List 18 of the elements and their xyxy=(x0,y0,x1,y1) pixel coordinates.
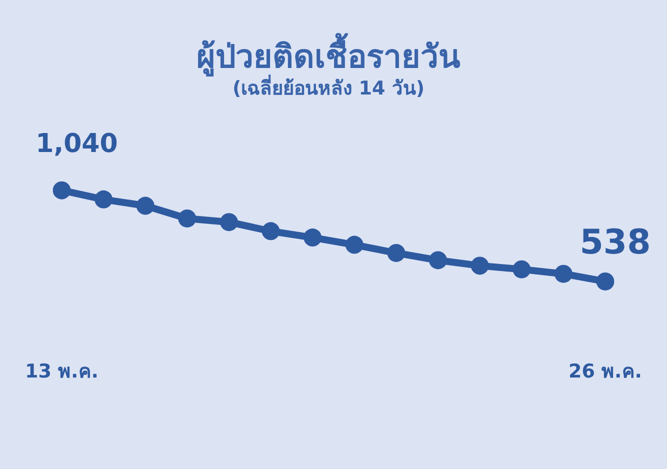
point xyxy=(345,236,364,254)
point xyxy=(470,256,489,275)
x-tick-label: 26 พ.ค. xyxy=(568,360,642,383)
point xyxy=(596,272,614,290)
data-label: 1,040 xyxy=(36,129,118,160)
point xyxy=(554,264,572,283)
point xyxy=(387,244,406,262)
x-tick-label: 13 พ.ค. xyxy=(24,360,98,383)
point xyxy=(94,190,113,208)
point xyxy=(136,196,154,215)
point xyxy=(262,222,280,240)
data-label: 538 xyxy=(580,222,651,262)
point xyxy=(304,228,322,247)
point xyxy=(178,209,196,228)
point xyxy=(220,213,238,232)
point xyxy=(429,251,448,270)
point xyxy=(512,260,531,278)
point xyxy=(52,181,71,200)
